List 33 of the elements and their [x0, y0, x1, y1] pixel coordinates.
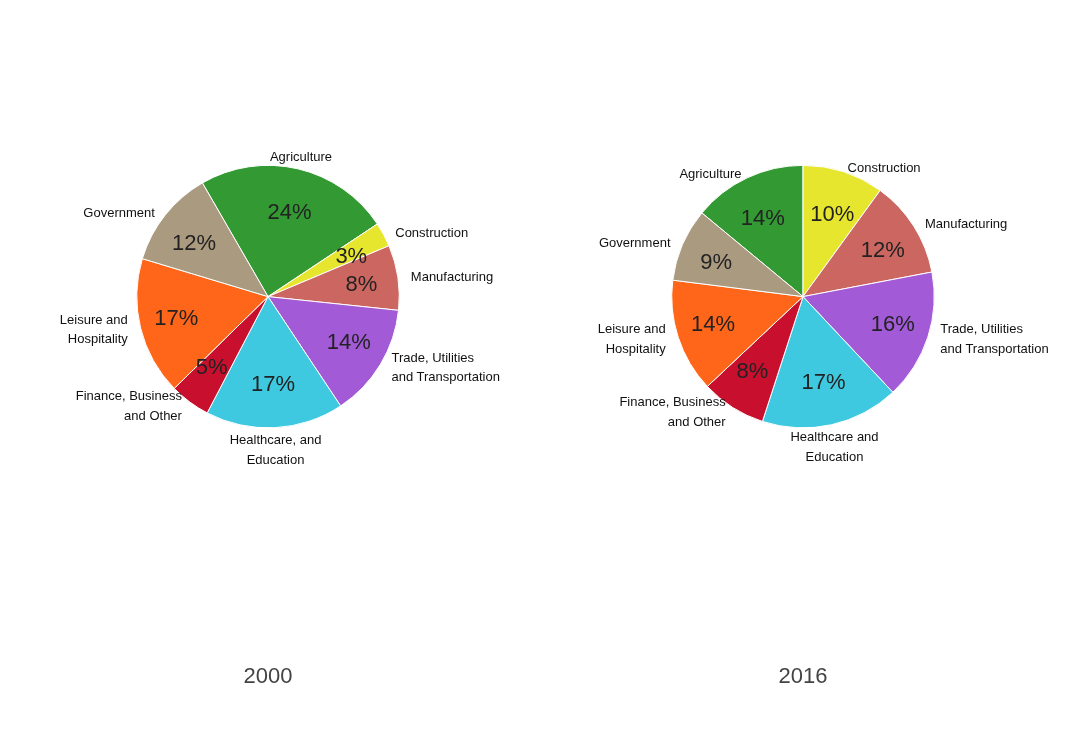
data-label: 16%: [870, 311, 915, 337]
data-label: 12%: [860, 237, 905, 263]
data-label: 9%: [700, 249, 733, 275]
slice-label: Trade, Utilities and Transportation: [940, 321, 1049, 356]
slice-label: Government: [83, 204, 156, 220]
data-label: 17%: [154, 304, 199, 330]
slice-label: Finance, Business and Other: [75, 388, 183, 423]
data-label: 14%: [326, 329, 371, 355]
slice-label: Manufacturing: [410, 269, 494, 285]
slice-label: Finance, Business and Other: [619, 394, 727, 429]
data-label: 12%: [171, 229, 216, 255]
slice-label: Leisure and Hospitality: [59, 311, 129, 347]
data-label: 14%: [691, 311, 736, 337]
slice-label: Trade, Utilities and Transportation: [391, 349, 500, 385]
slice-label: Construction: [847, 159, 921, 175]
data-label: 10%: [810, 201, 855, 227]
data-label: 14%: [740, 205, 785, 231]
slice-label: Healthcare and Education: [790, 429, 879, 464]
data-label: 8%: [736, 357, 769, 383]
slice-label: Healthcare, and Education: [229, 432, 322, 467]
text: 2016: [778, 662, 828, 688]
slice-label: Agriculture: [679, 166, 742, 182]
slice-label: Agriculture: [269, 149, 333, 165]
data-label: 8%: [345, 271, 378, 297]
data-label: 5%: [195, 354, 228, 380]
slice-label: Government: [598, 235, 671, 251]
slice-label: Construction: [395, 224, 469, 240]
data-label: 17%: [250, 371, 295, 397]
data-label: 17%: [801, 369, 846, 395]
text: 2000: [243, 662, 293, 688]
slice-label: Leisure and Hospitality: [597, 321, 667, 356]
slice-label: Manufacturing: [924, 216, 1008, 232]
data-label: 24%: [267, 199, 312, 225]
